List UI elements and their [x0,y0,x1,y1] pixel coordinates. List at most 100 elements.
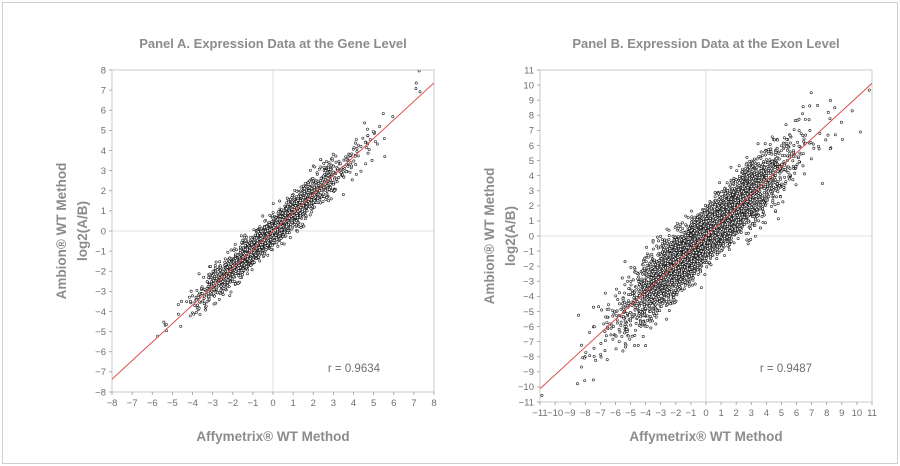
data-point [248,257,252,261]
data-point [289,203,292,207]
data-point [252,240,256,244]
data-point [644,260,648,263]
data-point [322,185,326,189]
data-point [312,201,315,204]
data-point [336,167,340,171]
x-tick-label: 10 [852,408,863,419]
data-point [308,205,311,208]
data-point [330,156,334,160]
y-tick-label: 9 [529,95,534,106]
y-tick-label: −3 [523,277,534,288]
data-point [376,142,379,146]
data-point [276,217,280,221]
data-point [319,176,323,180]
data-point [294,204,298,208]
data-point [298,212,302,215]
data-point [299,185,303,189]
y-tick-label: 11 [524,65,534,76]
data-point [275,241,279,245]
data-point [271,241,275,244]
data-point [191,294,194,298]
x-tick-label: −6 [610,408,621,419]
data-point [221,280,225,283]
x-tick-label: 5 [371,398,376,409]
data-point [782,185,786,189]
data-point [324,160,328,163]
data-point [308,213,312,217]
x-tick-label: −10 [547,408,563,419]
data-point [212,302,216,306]
fit-line [112,82,434,380]
x-tick-label: −2 [227,398,238,409]
data-point [230,273,234,277]
data-point [824,138,828,142]
data-point [189,299,192,303]
data-point [162,320,166,324]
data-point [359,169,363,173]
data-point [337,176,341,179]
data-point [322,165,326,169]
y-tick-label: −11 [519,397,534,408]
data-point [339,170,343,174]
data-point [639,324,643,328]
data-point [752,157,756,161]
data-point [327,167,331,171]
y-tick-label: 1 [529,216,534,227]
data-point [315,171,319,175]
data-point [296,229,299,233]
data-point [256,230,260,234]
data-point [271,216,275,220]
y-tick-label: 4 [529,171,534,182]
data-point [244,241,248,245]
data-point [364,162,368,166]
data-point [622,307,626,311]
data-point [770,135,774,139]
data-point [350,164,353,168]
data-point [764,153,768,157]
data-point [705,265,709,269]
data-point [280,208,284,212]
data-point [179,324,183,328]
data-point [197,300,201,304]
data-point [850,109,854,113]
data-point [192,312,196,316]
data-point [306,181,310,185]
data-point [683,283,687,287]
data-point [276,244,280,248]
data-point [249,235,252,239]
data-point [352,159,356,163]
data-point [304,213,308,217]
data-point [735,180,739,184]
data-point [200,292,204,295]
data-point [655,312,659,316]
data-point [233,282,237,286]
data-point [321,174,325,178]
data-point [236,270,240,274]
data-point [259,237,263,241]
data-point [371,130,375,134]
data-point [307,189,311,193]
data-point [215,277,218,280]
data-point [218,272,222,276]
data-point [255,241,259,245]
data-point [318,189,322,193]
data-point [310,189,314,193]
data-point [354,172,358,176]
data-point [250,243,254,247]
data-point [229,248,233,252]
data-point [249,252,253,256]
data-point [279,236,283,240]
data-point [344,170,348,174]
data-point [202,296,206,300]
data-point [290,194,294,197]
data-point [227,262,231,266]
x-tick-label: 2 [311,398,316,409]
x-tick-label: −7 [595,408,606,419]
data-point [245,235,248,239]
data-point [226,284,230,288]
data-point [258,225,262,229]
data-point [302,190,306,194]
data-point [187,295,191,299]
data-point [213,266,217,270]
y-axis-title: Ambion® WT Method [54,163,69,300]
